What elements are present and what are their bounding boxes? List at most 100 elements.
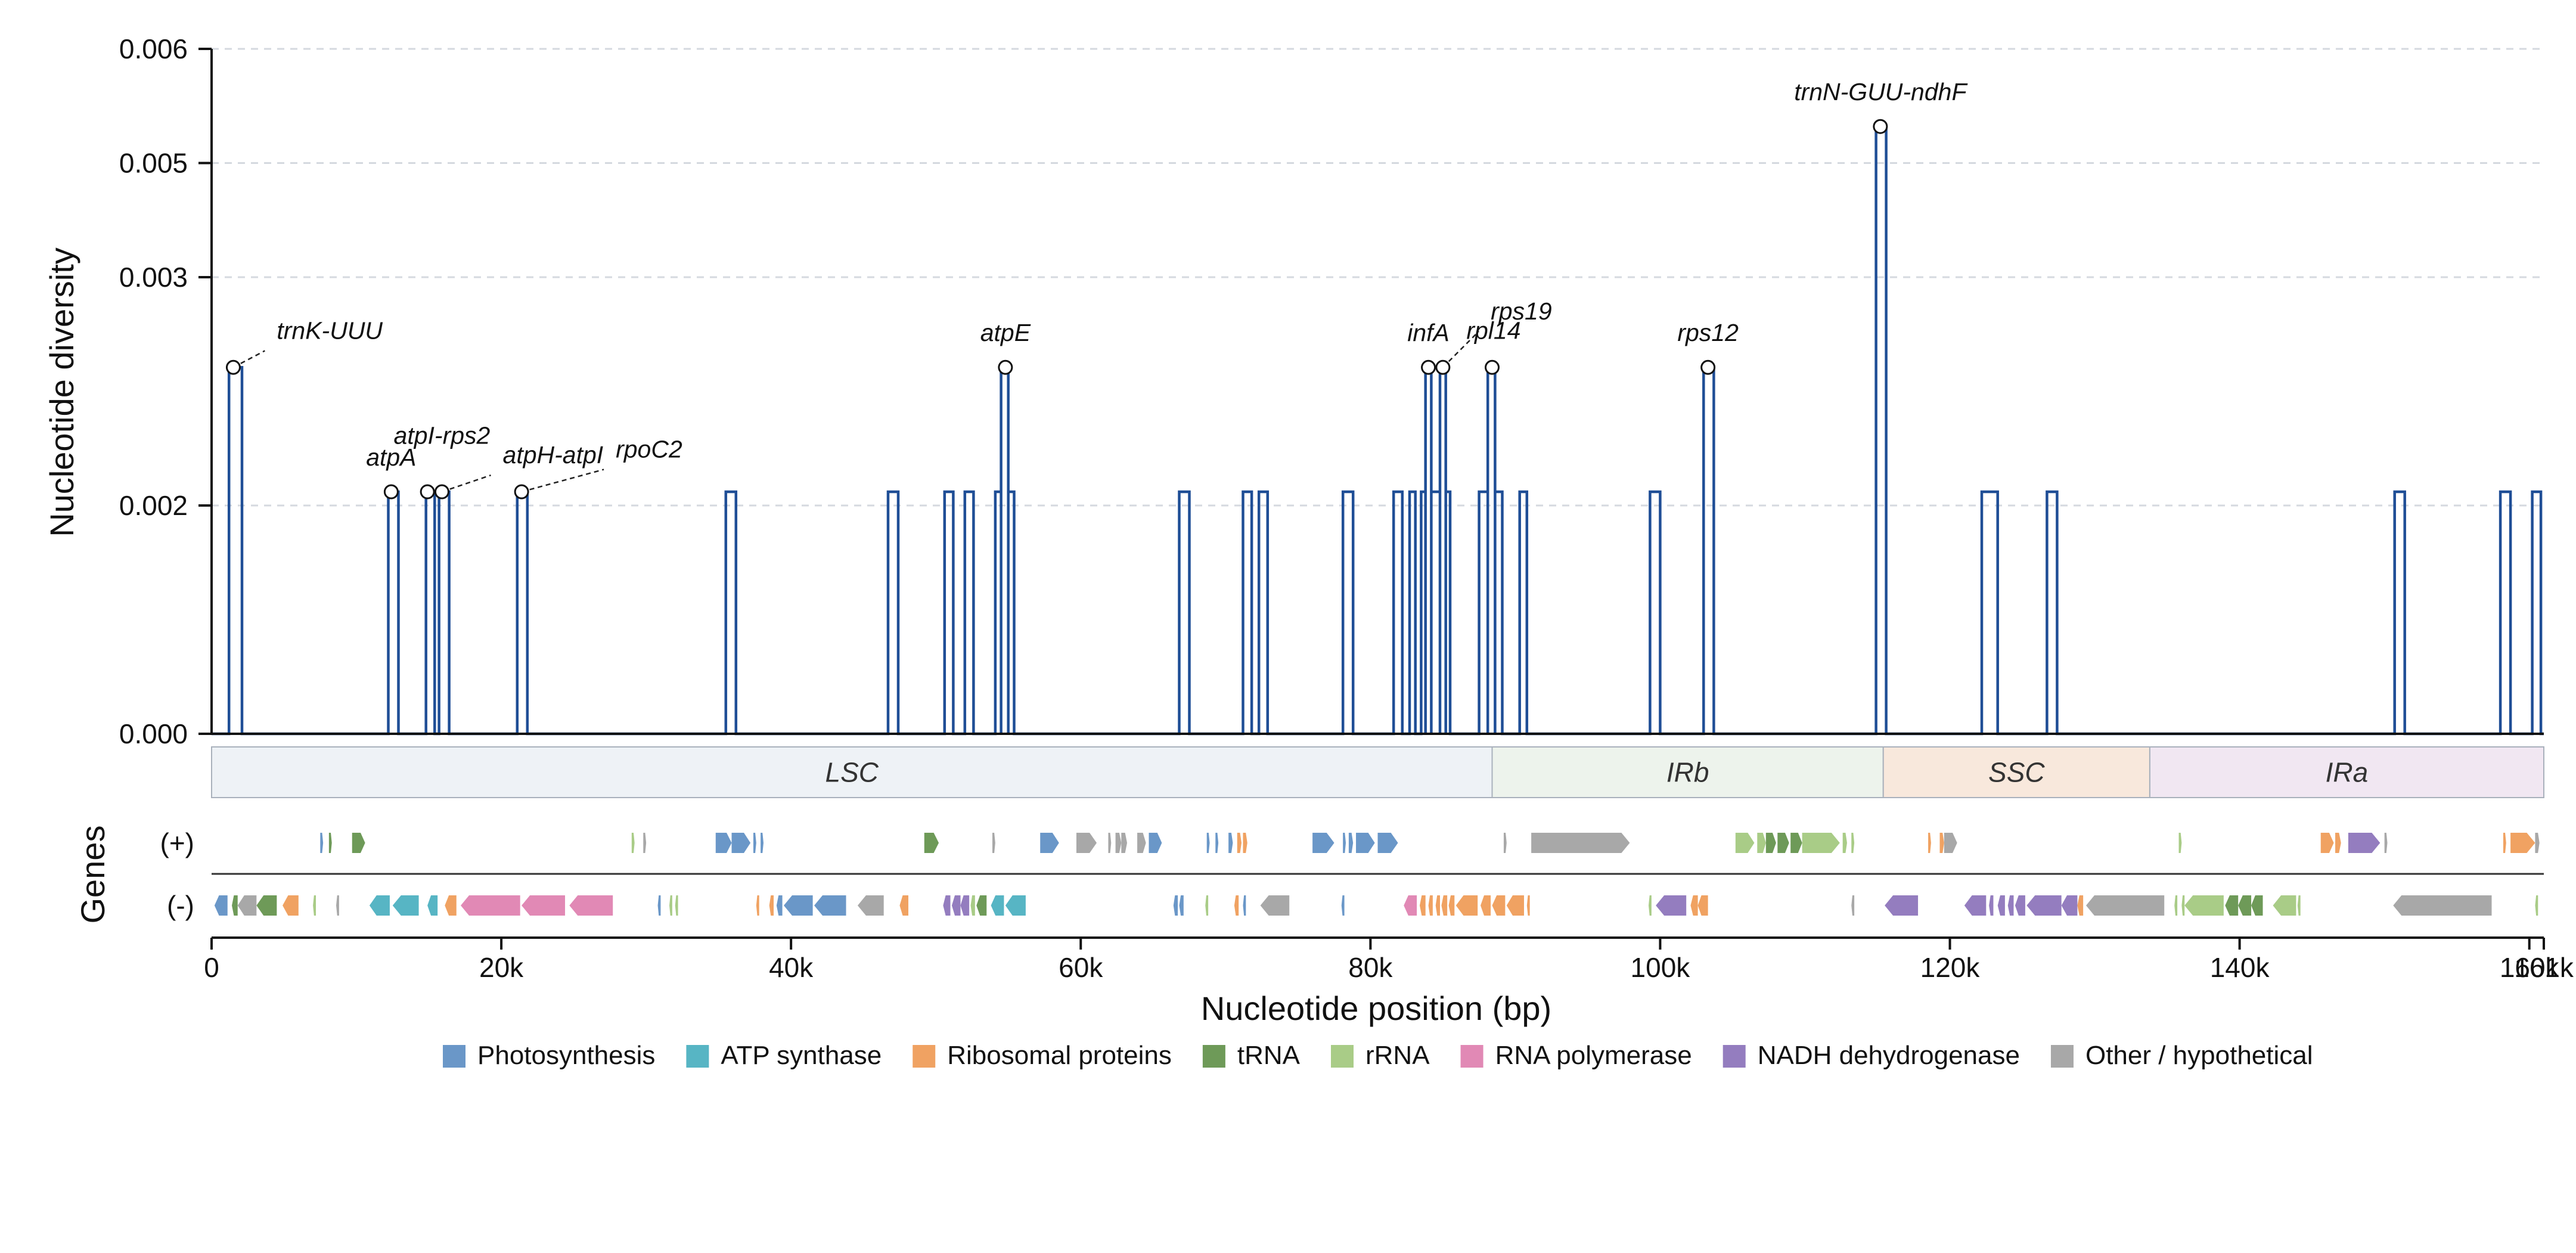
gene-plus-strand (1076, 833, 1097, 853)
gene-minus-strand (427, 895, 438, 916)
gene-minus-strand (1989, 895, 1994, 916)
gene-minus-strand (2007, 895, 2014, 916)
gene-minus-strand (283, 895, 299, 916)
y-tick-label: 0.003 (119, 262, 188, 293)
gene-minus-strand (2085, 895, 2165, 916)
gene-minus-strand (2273, 895, 2296, 916)
annotation-label: atpI-rps2 (394, 422, 491, 449)
gene-minus-strand (2181, 895, 2185, 916)
gene-plus-strand (2535, 833, 2540, 853)
y-axis-title: Nucleotide diversity (43, 247, 80, 537)
gene-plus-strand (1503, 833, 1507, 853)
region-label: IRb (1666, 757, 1709, 788)
gridlines (212, 48, 2544, 507)
x-tick-label: 40k (769, 952, 814, 983)
annotation-leader (442, 474, 491, 493)
gene-plus-strand (1790, 833, 1802, 853)
gene-minus-strand (1492, 895, 1506, 916)
x-tick-label: 80k (1348, 952, 1393, 983)
gene-minus-strand (336, 895, 339, 916)
gene-minus-strand (237, 895, 257, 916)
gene-plus-strand (1206, 833, 1210, 853)
gene-minus-strand (1997, 895, 2005, 916)
gene-minus-strand (392, 895, 419, 916)
y-tick-label: 0.005 (119, 148, 188, 179)
gene-plus-strand (320, 833, 324, 853)
axes: 0.000 0.002 0.003 0.005 0.006 0 20k 40k 60k 80k 10… (119, 33, 2574, 983)
gene-plus-strand (1149, 833, 1162, 853)
gene-plus-strand (924, 833, 939, 853)
legend: Photosynthesis ATP synthase Ribosomal prot… (443, 1041, 2313, 1070)
gene-minus-strand (1419, 895, 1426, 916)
legend-label: RNA polymerase (1495, 1041, 1692, 1070)
gene-plus-strand (2335, 833, 2341, 853)
legend-swatch (1202, 1045, 1225, 1068)
gene-minus-strand (1648, 895, 1652, 916)
gene-plus-strand (992, 833, 995, 853)
legend-label: Ribosomal proteins (947, 1041, 1172, 1070)
gene-plus-strand (1842, 833, 1847, 853)
gene-minus-strand (970, 895, 975, 916)
gene-minus-strand (2015, 895, 2025, 916)
gene-plus-strand (1215, 833, 1219, 853)
gene-minus-strand (1341, 895, 1345, 916)
gene-minus-strand (522, 895, 566, 916)
gene-plus-strand (1040, 833, 1059, 853)
annotation-label: atpH-atpI (503, 441, 604, 469)
annotation-marker (420, 484, 435, 500)
region-label: SSC (1988, 757, 2045, 788)
gene-minus-strand (445, 895, 457, 916)
annotation-marker (1700, 359, 1716, 375)
gene-plus-strand (643, 833, 647, 853)
annotation-label: rpoC2 (616, 436, 682, 463)
gene-minus-strand (569, 895, 613, 916)
gene-minus-strand (976, 895, 987, 916)
gene-plus-strand (1237, 833, 1242, 853)
region-irb (1491, 746, 1884, 798)
gene-plus-strand (2348, 833, 2381, 853)
y-tick-label: 0.002 (119, 490, 188, 521)
gene-plus-strand (1802, 833, 1840, 853)
y-tick-label: 0.006 (119, 33, 188, 64)
annotation-label: atpA (366, 443, 416, 471)
strand-minus-label: (-) (167, 890, 194, 921)
annotation-marker (383, 484, 399, 500)
gene-minus-strand (1481, 895, 1491, 916)
annotation-marker (1873, 119, 1888, 134)
x-tick-label: 60k (1059, 952, 1103, 983)
gene-minus-strand (951, 895, 961, 916)
gene-plus-strand (731, 833, 751, 853)
legend-swatch (913, 1045, 936, 1068)
gene-minus-strand (2393, 895, 2492, 916)
gene-minus-strand (991, 895, 1004, 916)
gene-minus-strand (1506, 895, 1524, 916)
gene-minus-strand (1179, 895, 1184, 916)
region-bar: LSC IRb SSC IRa (211, 746, 2544, 798)
annotation-label: rps19 (1491, 297, 1552, 325)
gene-plus-strand (761, 833, 764, 853)
gene-minus-strand (1428, 895, 1433, 916)
gene-minus-strand (814, 895, 846, 916)
gene-plus-strand (1115, 833, 1122, 853)
region-label: LSC (825, 757, 879, 788)
gene-plus-strand (1777, 833, 1789, 853)
x-tick-label: 100k (1631, 952, 1691, 983)
gene-minus-strand (1005, 895, 1026, 916)
legend-label: Photosynthesis (477, 1041, 655, 1070)
annotation-marker (998, 359, 1013, 375)
gene-minus-strand (461, 895, 520, 916)
annotation-marker (514, 484, 529, 500)
gene-minus-strand (1173, 895, 1178, 916)
gene-minus-strand (1448, 895, 1455, 916)
legend-swatch (443, 1045, 465, 1068)
gene-plus-strand (328, 833, 332, 853)
gene-plus-strand (2510, 833, 2535, 853)
gene-plus-strand (1343, 833, 1346, 853)
gene-minus-strand (2225, 895, 2239, 916)
gene-plus-strand (1944, 833, 1957, 853)
gene-plus-strand (1757, 833, 1766, 853)
gene-minus-strand (1697, 895, 1708, 916)
gene-plus-strand (1765, 833, 1776, 853)
gene-minus-strand (369, 895, 390, 916)
